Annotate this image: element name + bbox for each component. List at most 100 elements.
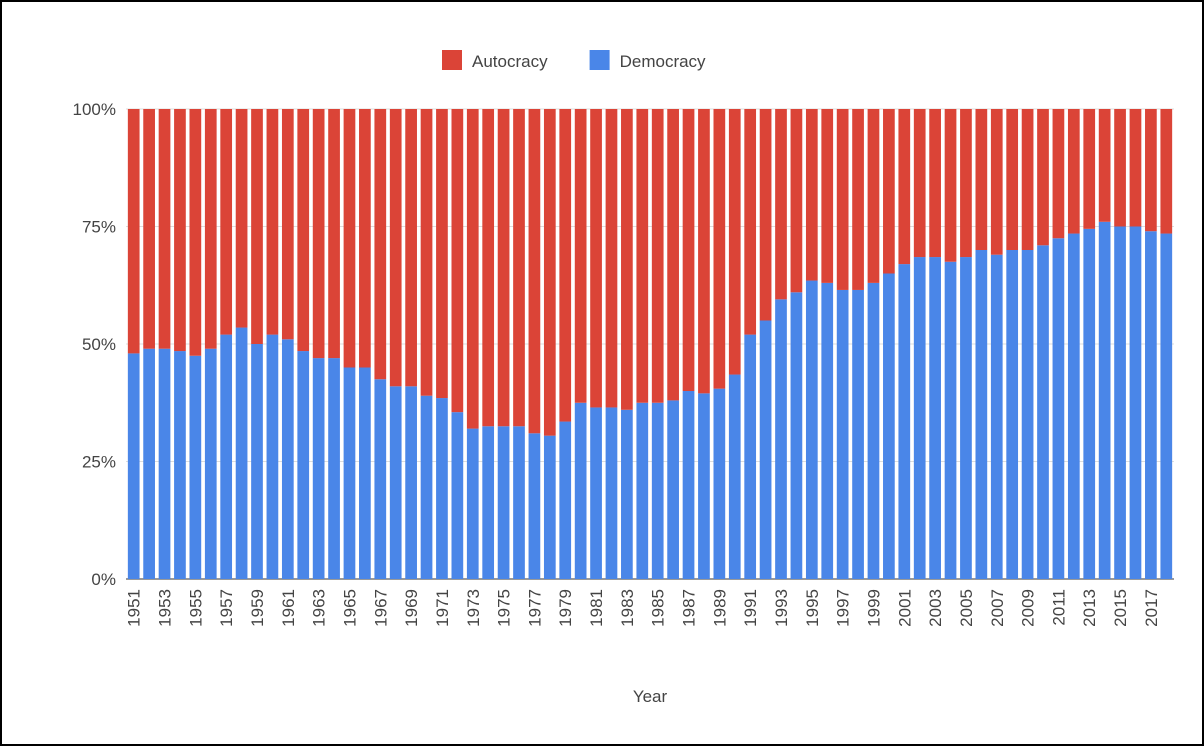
y-tick-label: 75% bbox=[82, 218, 116, 237]
x-tick-label: 1953 bbox=[156, 589, 175, 627]
bar-segment bbox=[728, 109, 741, 375]
bar-segment bbox=[836, 109, 849, 290]
x-tick-label: 1975 bbox=[495, 589, 514, 627]
bar-segment bbox=[405, 386, 417, 579]
x-tick-label: 1967 bbox=[371, 589, 390, 627]
bar-segment bbox=[497, 426, 510, 579]
y-tick-label: 0% bbox=[91, 570, 116, 589]
bar-segment bbox=[852, 289, 864, 579]
x-tick-label: 2009 bbox=[1019, 589, 1038, 627]
bar-segment bbox=[975, 109, 988, 250]
x-tick-label: 1973 bbox=[464, 589, 483, 627]
x-tick-label: 1955 bbox=[186, 589, 205, 627]
bar-segment bbox=[266, 334, 279, 579]
bar-segment bbox=[883, 109, 895, 274]
bar-segment bbox=[359, 367, 371, 579]
bar-segment bbox=[1114, 109, 1126, 227]
bar-segment bbox=[698, 393, 710, 579]
bar-segment bbox=[713, 109, 726, 389]
x-tick-label: 2013 bbox=[1080, 589, 1099, 627]
bar-segment bbox=[805, 280, 818, 579]
bar-segment bbox=[821, 282, 834, 579]
bar-segment bbox=[944, 109, 957, 262]
bar-segment bbox=[220, 334, 233, 579]
bar-segment bbox=[682, 391, 695, 579]
bar-segment bbox=[1021, 250, 1034, 579]
bar-segment bbox=[204, 348, 217, 579]
x-tick-label: 1993 bbox=[772, 589, 791, 627]
bar-segment bbox=[805, 109, 818, 281]
bar-segment bbox=[220, 109, 233, 335]
bar-segment bbox=[405, 109, 417, 387]
bar-segment bbox=[251, 109, 263, 344]
x-tick-label: 1969 bbox=[402, 589, 421, 627]
bar-segment bbox=[636, 402, 649, 579]
bar-segment bbox=[266, 109, 279, 335]
bar-segment bbox=[1160, 109, 1173, 234]
bar-segment bbox=[913, 109, 926, 258]
x-tick-label: 1951 bbox=[125, 589, 144, 627]
x-tick-label: 1989 bbox=[710, 589, 729, 627]
bar-segment bbox=[127, 109, 140, 354]
bar-segment bbox=[451, 412, 464, 579]
x-tick-label: 1977 bbox=[525, 589, 544, 627]
bar-segment bbox=[374, 379, 387, 579]
bar-segment bbox=[251, 344, 263, 579]
bar-segment bbox=[867, 109, 880, 283]
x-tick-label: 2017 bbox=[1142, 589, 1161, 627]
x-tick-label: 1987 bbox=[680, 589, 699, 627]
bar-segment bbox=[436, 109, 448, 399]
bar-segment bbox=[466, 109, 479, 429]
bar-segment bbox=[343, 367, 356, 579]
bar-segment bbox=[1160, 233, 1173, 580]
bar-segment bbox=[297, 351, 310, 579]
bar-segment bbox=[143, 109, 155, 349]
bar-segment bbox=[728, 374, 741, 579]
bar-segment bbox=[929, 109, 941, 258]
x-tick-label: 2007 bbox=[988, 589, 1007, 627]
bar-segment bbox=[651, 109, 664, 403]
x-tick-label: 1981 bbox=[587, 589, 606, 627]
bar-segment bbox=[174, 109, 186, 352]
bar-segment bbox=[158, 348, 171, 579]
x-tick-label: 1957 bbox=[217, 589, 236, 627]
x-tick-label: 2015 bbox=[1111, 589, 1130, 627]
bar-segment bbox=[559, 421, 572, 579]
bar-segment bbox=[867, 282, 880, 579]
x-tick-label: 1959 bbox=[248, 589, 267, 627]
bar-segment bbox=[281, 109, 294, 340]
x-tick-label: 1991 bbox=[741, 589, 760, 627]
bar-segment bbox=[328, 109, 340, 359]
bar-segment bbox=[759, 109, 772, 321]
legend-label: Democracy bbox=[620, 52, 706, 71]
bar-segment bbox=[451, 109, 464, 413]
bar-segment bbox=[636, 109, 649, 403]
x-tick-label: 1961 bbox=[279, 589, 298, 627]
bar-segment bbox=[235, 327, 248, 579]
x-tick-label: 1965 bbox=[340, 589, 359, 627]
bar-segment bbox=[898, 264, 911, 579]
bar-segment bbox=[1083, 228, 1096, 579]
bar-segment bbox=[852, 109, 864, 290]
bar-segment bbox=[990, 109, 1003, 255]
bar-segment bbox=[1067, 109, 1080, 234]
x-tick-label: 2011 bbox=[1049, 589, 1068, 626]
bar-segment bbox=[682, 109, 695, 391]
bar-segment bbox=[821, 109, 834, 283]
bar-segment bbox=[667, 109, 679, 401]
x-tick-label: 1979 bbox=[556, 589, 575, 627]
bar-segment bbox=[436, 398, 448, 579]
bar-segment bbox=[420, 395, 433, 579]
bar-segment bbox=[790, 109, 803, 293]
bar-segment bbox=[189, 109, 202, 356]
bar-segment bbox=[359, 109, 371, 368]
bar-segment bbox=[836, 289, 849, 579]
bar-segment bbox=[127, 353, 140, 579]
bar-segment bbox=[328, 358, 340, 579]
bar-segment bbox=[990, 254, 1003, 579]
bar-segment bbox=[189, 355, 202, 579]
bar-segment bbox=[1098, 109, 1111, 222]
bar-segment bbox=[1052, 109, 1065, 239]
bar-segment bbox=[574, 109, 587, 403]
